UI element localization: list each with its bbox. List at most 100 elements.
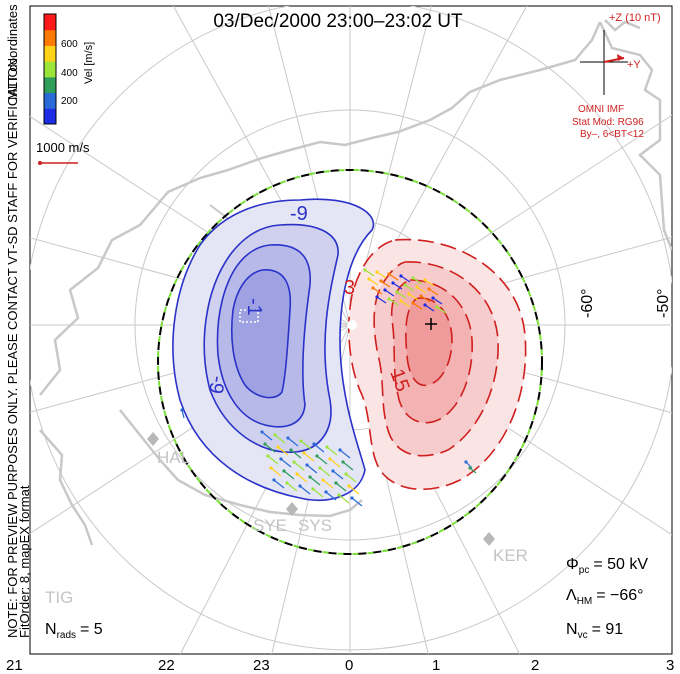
velocity-vector	[267, 455, 279, 465]
lat-label: -50°	[655, 288, 672, 318]
velocity-vector	[424, 304, 435, 312]
velocity-vector	[273, 479, 285, 489]
velocity-vector-origin	[266, 454, 270, 458]
colorbar-segment	[44, 45, 56, 62]
velocity-vector-origin	[328, 457, 332, 461]
velocity-vector-origin	[375, 295, 379, 299]
contour-label: -9	[290, 203, 308, 225]
mlt-tick: 22	[158, 657, 175, 674]
velocity-vector-origin	[286, 436, 290, 440]
velocity-vector-origin	[341, 460, 345, 464]
velocity-vector-origin	[321, 478, 325, 482]
imf-dial: +Z (10 nT) +Y OMNI IMF Stat Mod: RG96 By…	[572, 12, 661, 140]
velocity-vector-origin	[331, 469, 335, 473]
nvc-value: = 91	[592, 621, 624, 638]
station-marker	[286, 502, 298, 516]
velocity-vector-origin	[363, 268, 367, 272]
velocity-vector	[326, 446, 338, 456]
mlt-tick: 1	[432, 657, 440, 674]
velocity-vector-origin	[279, 457, 283, 461]
velocity-vector-origin	[308, 475, 312, 479]
imf-y-label: +Y	[627, 59, 641, 71]
velocity-vector	[436, 306, 447, 314]
coastline-south	[119, 409, 363, 518]
velocity-vector	[424, 279, 435, 287]
velocity-vector-origin	[295, 472, 299, 476]
velocity-vector	[329, 458, 341, 468]
max-marker	[425, 318, 437, 330]
svg-text:Φpc= 50 kV: Φpc = 50 kV	[566, 556, 648, 576]
velocity-vector	[264, 443, 276, 453]
velocity-vector	[309, 476, 321, 486]
velocity-vector	[283, 470, 295, 480]
imf-condition: By–, 6<BT<12	[580, 129, 644, 140]
velocity-vector-origin	[315, 454, 319, 458]
mlt-axis: 21 22 23 0 1 2 3	[6, 657, 674, 674]
colorbar-segment	[44, 92, 56, 109]
velocity-vector-origin	[299, 439, 303, 443]
velocity-vector	[420, 295, 431, 303]
colorbar-segment	[44, 14, 56, 31]
velocity-vector	[348, 485, 360, 495]
velocity-vector-origin	[337, 493, 341, 497]
velocity-vector-origin	[350, 496, 354, 500]
velocity-vector-origin	[431, 296, 435, 300]
velocity-vector	[351, 497, 363, 507]
stations: HAL SYE SYS KER TIG	[45, 432, 528, 607]
velocity-vector	[345, 473, 357, 483]
mlt-coordinates-label: MLT coordinates	[5, 4, 20, 100]
coastline-east	[604, 19, 641, 32]
velocity-vector	[293, 461, 305, 471]
velocity-vector-origin	[435, 305, 439, 309]
velocity-vector-origin	[403, 283, 407, 287]
velocity-vector	[313, 443, 325, 453]
colorbar-tick: 200	[61, 96, 78, 107]
contour-label: 3	[344, 277, 355, 299]
velocity-vector	[274, 434, 286, 444]
velocity-vector	[364, 269, 375, 277]
velocity-vector-origin	[298, 484, 302, 488]
velocity-vector-origin	[334, 481, 338, 485]
velocity-vector	[338, 494, 350, 504]
imf-z-label: +Z (10 nT)	[609, 12, 661, 24]
velocity-vector	[300, 440, 312, 450]
coastline	[39, 21, 672, 396]
velocity-vector-origin	[312, 442, 316, 446]
nrads-subscript: rads	[57, 630, 76, 641]
velocity-vector-origin	[347, 484, 351, 488]
velocity-vector	[296, 473, 308, 483]
velocity-vector	[319, 467, 331, 477]
velocity-vector-origin	[311, 487, 315, 491]
mlt-tick: 3	[666, 657, 674, 674]
velocity-vector	[303, 452, 315, 462]
preview-note: NOTE: FOR PREVIEW PURPOSES ONLY. PLEASE …	[5, 54, 20, 638]
hm-boundary	[157, 169, 543, 555]
velocity-vector-origin	[411, 301, 415, 305]
velocity-vector	[342, 461, 354, 471]
lambda-symbol: Λ	[566, 587, 577, 604]
velocity-vector-origin	[260, 430, 264, 434]
fit-order-note: FitOrder: 8, mapEX format	[17, 485, 32, 638]
velocity-vector-origin	[391, 281, 395, 285]
velocity-vector-origin	[272, 478, 276, 482]
velocity-vector	[368, 278, 379, 286]
velocity-vector-origin	[263, 442, 267, 446]
colorbar-segment	[44, 76, 56, 94]
velocity-vector-origin	[367, 277, 371, 281]
velocity-vector	[312, 488, 324, 498]
map-title: 03/Dec/2000 23:00–23:02 UT	[213, 11, 463, 32]
velocity-vector	[277, 446, 289, 456]
velocity-vector-origin	[338, 448, 342, 452]
velocity-vector	[332, 470, 344, 480]
velocity-vector	[392, 282, 403, 290]
imf-source: OMNI IMF	[578, 104, 624, 115]
velocity-vector	[280, 458, 292, 468]
velocity-vector	[335, 482, 347, 492]
velocity-vector	[306, 464, 318, 474]
colorbar-segment	[44, 61, 56, 78]
velocity-vector	[376, 296, 387, 304]
velocity-vector	[287, 437, 299, 447]
svg-text:ΛHM= −66°: ΛHM = −66°	[566, 587, 644, 607]
velocity-vector	[299, 485, 311, 495]
velocity-vector-origin	[302, 451, 306, 455]
